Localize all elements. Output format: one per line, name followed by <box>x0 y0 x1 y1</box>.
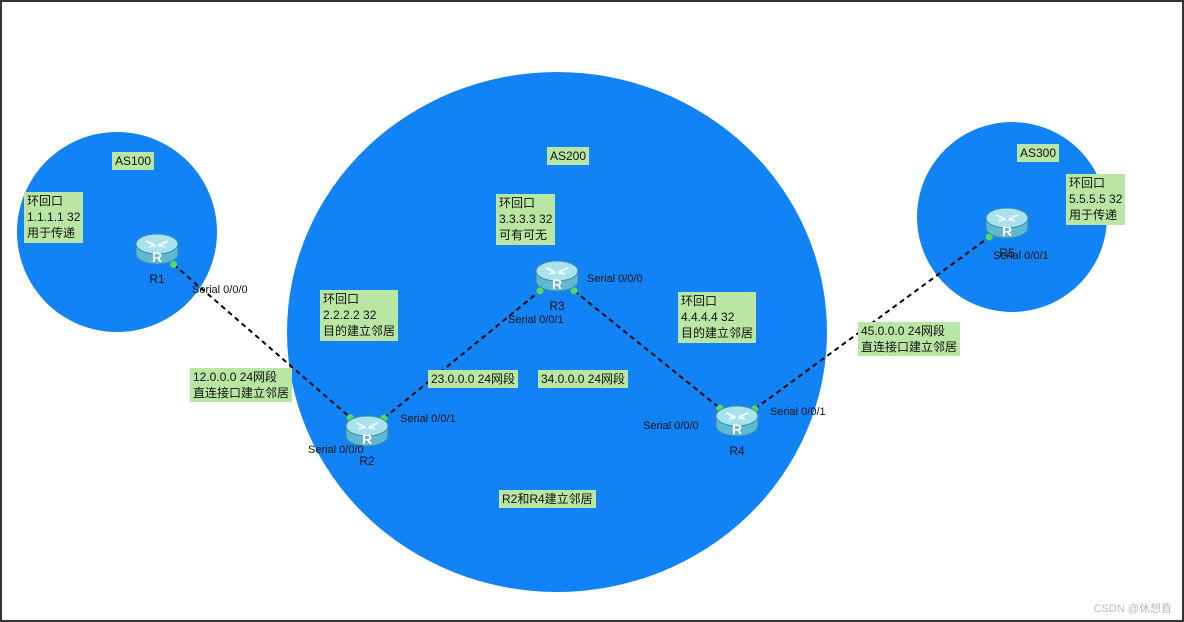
iface-label: Serial 0/0/1 <box>508 314 564 326</box>
as100-label: AS100 <box>112 152 154 170</box>
iface-label: Serial 0/0/1 <box>770 406 826 418</box>
loopback-tag-r4: 环回口 4.4.4.4 32 目的建立邻居 <box>678 292 756 343</box>
note-r2-r4-neighbor: R2和R4建立邻居 <box>499 490 596 508</box>
as300-label: AS300 <box>1017 144 1059 162</box>
router-r4-label: R4 <box>729 444 744 458</box>
iface-label: Serial 0/0/0 <box>587 273 643 285</box>
segment-tag-23: 23.0.0.0 24网段 <box>428 370 518 388</box>
loopback-tag-r2: 环回口 2.2.2.2 32 目的建立邻居 <box>320 290 398 341</box>
segment-tag-34: 34.0.0.0 24网段 <box>538 370 628 388</box>
segment-tag-45: 45.0.0.0 24网段 直连接口建立邻居 <box>858 322 960 356</box>
iface-label: Serial 0/0/0 <box>643 420 699 432</box>
watermark: CSDN @休想昏 <box>1094 600 1172 616</box>
iface-label: Serial 0/0/1 <box>400 413 456 425</box>
loopback-tag-r1: 环回口 1.1.1.1 32 用于传递 <box>24 192 83 243</box>
as200-label: AS200 <box>547 147 589 165</box>
router-r2-label: R2 <box>359 454 374 468</box>
router-r3-label: R3 <box>549 299 564 313</box>
loopback-tag-r3: 环回口 3.3.3.3 32 可有可无 <box>496 194 555 245</box>
loopback-tag-r5: 环回口 5.5.5.5 32 用于传递 <box>1066 174 1125 225</box>
iface-label: Serial 0/0/0 <box>192 284 248 296</box>
segment-tag-12: 12.0.0.0 24网段 直连接口建立邻居 <box>190 368 292 402</box>
iface-label: Serial 0/0/0 <box>308 444 364 456</box>
iface-label: Serial 0/0/1 <box>993 250 1049 262</box>
router-r1-label: R1 <box>149 272 164 286</box>
